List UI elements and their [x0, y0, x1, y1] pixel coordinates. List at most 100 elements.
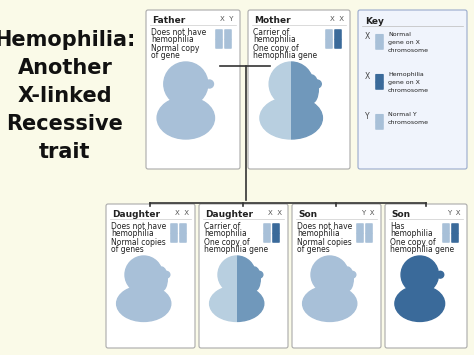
Ellipse shape: [156, 267, 167, 291]
FancyBboxPatch shape: [292, 204, 381, 348]
Text: X  X: X X: [268, 210, 282, 216]
Ellipse shape: [312, 80, 321, 88]
Text: Y: Y: [365, 112, 370, 121]
FancyBboxPatch shape: [179, 223, 187, 234]
Text: Hemophilia:: Hemophilia:: [0, 30, 136, 50]
Text: Y  X: Y X: [447, 210, 461, 216]
Text: hemophilia gene: hemophilia gene: [390, 245, 454, 254]
Ellipse shape: [305, 75, 319, 103]
Circle shape: [218, 256, 255, 293]
Text: X  X: X X: [175, 210, 189, 216]
Text: X  X: X X: [330, 16, 344, 22]
Ellipse shape: [312, 80, 321, 88]
Ellipse shape: [205, 80, 213, 88]
Text: Normal copies: Normal copies: [297, 238, 352, 247]
Text: Has: Has: [390, 222, 404, 231]
Text: of genes: of genes: [111, 245, 144, 254]
Circle shape: [269, 62, 313, 106]
Text: Another: Another: [18, 58, 112, 78]
Text: One copy of: One copy of: [204, 238, 250, 247]
Text: Hemophilia: Hemophilia: [388, 72, 424, 77]
FancyBboxPatch shape: [224, 29, 232, 40]
Ellipse shape: [249, 267, 260, 291]
Circle shape: [269, 62, 313, 106]
FancyBboxPatch shape: [365, 223, 373, 234]
FancyBboxPatch shape: [375, 74, 384, 83]
Ellipse shape: [260, 97, 322, 139]
Text: Does not have: Does not have: [297, 222, 352, 231]
Text: Normal copy: Normal copy: [151, 44, 200, 53]
Bar: [231, 288, 242, 304]
Bar: [414, 288, 425, 304]
Ellipse shape: [260, 97, 322, 139]
Circle shape: [164, 62, 208, 106]
Ellipse shape: [437, 271, 444, 278]
FancyBboxPatch shape: [199, 204, 288, 348]
FancyBboxPatch shape: [442, 233, 450, 243]
FancyBboxPatch shape: [375, 122, 384, 130]
FancyBboxPatch shape: [375, 82, 384, 90]
Text: X-linked: X-linked: [18, 86, 112, 106]
Text: Daughter: Daughter: [205, 210, 253, 219]
Ellipse shape: [210, 286, 264, 321]
FancyBboxPatch shape: [442, 223, 450, 234]
FancyBboxPatch shape: [272, 223, 280, 234]
Ellipse shape: [305, 75, 319, 103]
Bar: [180, 100, 192, 118]
Ellipse shape: [162, 271, 170, 278]
Text: X: X: [365, 72, 370, 81]
Text: hemophilia gene: hemophilia gene: [204, 245, 268, 254]
Text: Key: Key: [365, 17, 384, 26]
FancyBboxPatch shape: [263, 223, 271, 234]
Text: gene on X: gene on X: [388, 40, 420, 45]
Ellipse shape: [117, 286, 171, 321]
Bar: [284, 100, 298, 118]
FancyBboxPatch shape: [106, 204, 195, 348]
FancyBboxPatch shape: [356, 223, 364, 234]
Text: Son: Son: [298, 210, 317, 219]
FancyBboxPatch shape: [170, 223, 178, 234]
FancyBboxPatch shape: [325, 39, 333, 49]
FancyBboxPatch shape: [358, 10, 467, 169]
Text: Y  X: Y X: [362, 210, 375, 216]
Bar: [138, 288, 149, 304]
Text: Normal Y: Normal Y: [388, 112, 417, 117]
Text: hemophilia: hemophilia: [390, 229, 433, 238]
Text: hemophilia: hemophilia: [204, 229, 247, 238]
Circle shape: [218, 256, 255, 293]
Text: Daughter: Daughter: [112, 210, 160, 219]
FancyBboxPatch shape: [272, 233, 280, 243]
FancyBboxPatch shape: [451, 233, 459, 243]
Text: Father: Father: [152, 16, 185, 25]
Ellipse shape: [302, 286, 357, 321]
Text: Normal copies: Normal copies: [111, 238, 166, 247]
FancyBboxPatch shape: [385, 204, 467, 348]
Ellipse shape: [249, 267, 260, 291]
Text: One copy of: One copy of: [253, 44, 299, 53]
Text: X  Y: X Y: [220, 16, 234, 22]
Text: chromosome: chromosome: [388, 120, 429, 125]
Text: hemophilia: hemophilia: [151, 35, 194, 44]
Ellipse shape: [210, 286, 264, 321]
Text: Normal: Normal: [388, 32, 411, 37]
Text: chromosome: chromosome: [388, 88, 429, 93]
Text: X: X: [365, 32, 370, 41]
Text: Mother: Mother: [254, 16, 291, 25]
FancyBboxPatch shape: [224, 39, 232, 49]
FancyBboxPatch shape: [451, 223, 459, 234]
Ellipse shape: [348, 271, 356, 278]
FancyBboxPatch shape: [334, 39, 342, 49]
FancyBboxPatch shape: [248, 10, 350, 169]
Text: hemophilia: hemophilia: [111, 229, 154, 238]
Text: Does not have: Does not have: [151, 28, 206, 37]
Text: chromosome: chromosome: [388, 48, 429, 53]
FancyBboxPatch shape: [215, 29, 223, 40]
Text: Carrier of: Carrier of: [204, 222, 240, 231]
Bar: [231, 288, 242, 304]
Text: of genes: of genes: [297, 245, 330, 254]
Ellipse shape: [255, 271, 263, 278]
Bar: [324, 288, 336, 304]
Text: hemophilia: hemophilia: [253, 35, 296, 44]
FancyBboxPatch shape: [179, 233, 187, 243]
Text: hemophilia gene: hemophilia gene: [253, 51, 317, 60]
